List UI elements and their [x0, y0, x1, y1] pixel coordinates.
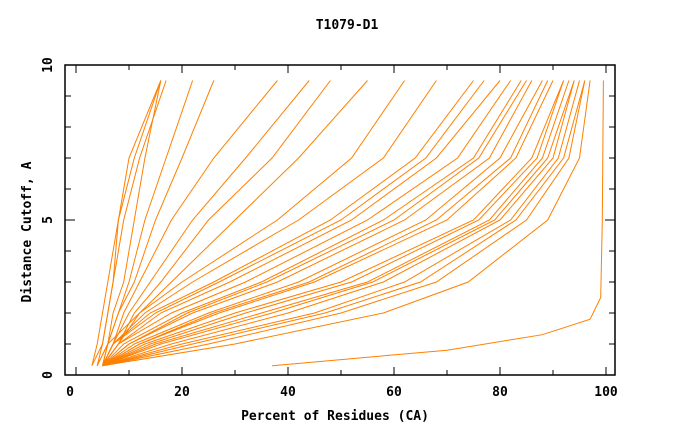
x-tick-label: 100	[594, 385, 618, 400]
series-line-19	[102, 80, 437, 366]
y-axis-label: Distance Cutoff, A	[20, 161, 35, 302]
series-line-24	[102, 80, 278, 366]
series-line-8	[102, 80, 565, 367]
x-tick-label: 40	[280, 385, 296, 400]
y-tick-label: 5	[41, 216, 56, 224]
x-tick-label: 60	[386, 385, 402, 400]
series-line-0	[102, 80, 591, 367]
axis-ticks	[65, 65, 615, 375]
x-axis-label: Percent of Residues (CA)	[241, 409, 429, 424]
series-lines	[91, 80, 604, 367]
series-line-28	[96, 80, 162, 366]
series-line-1	[102, 80, 586, 367]
series-line-10	[102, 80, 549, 367]
series-line-7	[102, 80, 565, 367]
series-line-4	[102, 80, 575, 367]
chart-title: T1079-D1	[316, 18, 379, 33]
y-tick-labels: 0 5 10	[41, 57, 56, 379]
series-line-30	[102, 80, 162, 366]
y-tick-label: 0	[41, 371, 56, 379]
y-tick-label: 10	[41, 57, 56, 73]
series-line-2	[102, 80, 586, 367]
series-line-29	[91, 80, 162, 366]
x-tick-labels: 0 20 40 60 80 100	[66, 385, 618, 400]
series-line-3	[102, 80, 580, 367]
x-tick-label: 80	[492, 385, 508, 400]
series-line-6	[102, 80, 570, 367]
series-line-18	[102, 80, 474, 366]
series-line-5	[102, 80, 575, 367]
series-line-14	[102, 80, 522, 367]
series-line-22	[102, 80, 331, 366]
series-line-31	[272, 80, 604, 367]
series-line-11	[102, 80, 543, 367]
x-tick-label: 0	[66, 385, 74, 400]
series-line-13	[102, 80, 527, 367]
x-tick-label: 20	[174, 385, 190, 400]
